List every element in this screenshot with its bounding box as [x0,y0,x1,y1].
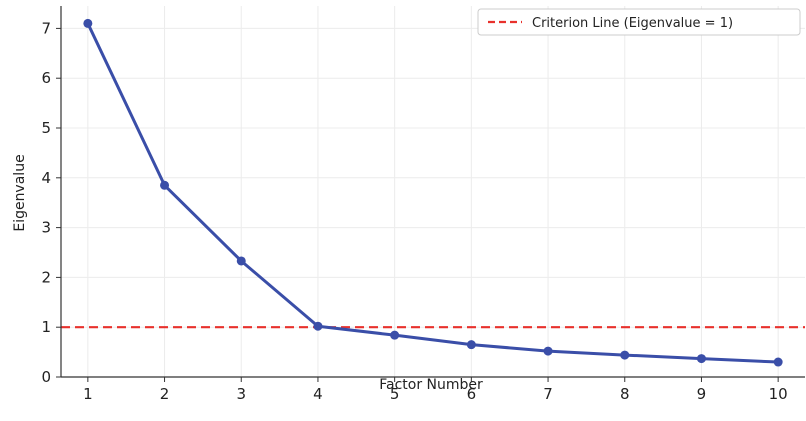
y-tick-label-0: 0 [41,368,51,386]
data-point-8 [620,350,630,360]
data-point-1 [83,18,93,28]
y-tick-label-6: 6 [41,69,51,87]
legend-box [477,8,801,36]
data-point-4 [313,321,323,331]
y-axis-ticks: 0 1 2 3 4 5 6 7 [41,19,61,386]
data-point-5 [390,330,400,340]
data-point-2 [160,180,170,190]
x-tick-label-2: 2 [160,385,170,403]
x-axis-ticks: 1 2 3 4 5 6 7 8 9 10 [83,377,788,403]
data-point-3 [236,256,246,266]
x-tick-label-10: 10 [769,385,788,403]
x-tick-label-5: 5 [390,385,400,403]
x-axis-title: Factor Number [379,377,483,393]
axes [60,6,805,378]
y-tick-label-2: 2 [41,268,51,286]
x-tick-label-3: 3 [236,385,246,403]
legend-label-criterion-line: Criterion Line (Eigenvalue = 1) [532,16,733,31]
x-tick-label-9: 9 [697,385,707,403]
y-tick-label-5: 5 [41,119,51,137]
y-tick-label-7: 7 [41,19,51,37]
eigenvalue-line [86,22,779,364]
data-point-6 [466,340,476,350]
y-axis-title: Eigenvalue [12,154,28,231]
x-tick-label-6: 6 [467,385,477,403]
data-point-7 [543,346,553,356]
x-tick-label-4: 4 [313,385,323,403]
x-tick-label-1: 1 [83,385,93,403]
legend: Criterion Line (Eigenvalue = 1) [477,8,801,36]
y-tick-label-4: 4 [41,169,51,187]
x-tick-label-8: 8 [620,385,630,403]
series-layer [83,18,783,367]
y-tick-label-1: 1 [41,318,51,336]
y-tick-label-3: 3 [41,219,51,237]
data-point-10 [773,357,783,367]
x-tick-label-7: 7 [543,385,553,403]
data-point-9 [696,354,706,364]
